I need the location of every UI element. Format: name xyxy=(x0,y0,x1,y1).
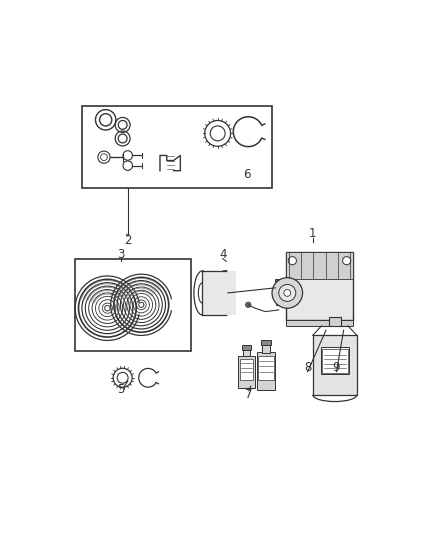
Text: 7: 7 xyxy=(245,388,253,401)
Bar xyxy=(322,349,348,373)
Text: 1: 1 xyxy=(309,227,317,240)
Bar xyxy=(240,359,253,380)
Circle shape xyxy=(272,278,303,308)
Bar xyxy=(313,335,357,395)
Bar xyxy=(286,252,353,320)
Ellipse shape xyxy=(214,271,235,315)
Bar xyxy=(276,279,286,289)
Bar xyxy=(276,296,286,305)
Bar xyxy=(261,345,270,353)
Bar xyxy=(258,356,273,381)
Bar xyxy=(243,349,250,357)
Bar xyxy=(238,356,254,388)
Bar xyxy=(257,352,275,390)
Text: 3: 3 xyxy=(117,248,125,261)
Text: 6: 6 xyxy=(243,167,250,181)
Bar xyxy=(276,280,286,289)
Circle shape xyxy=(343,256,351,265)
Bar xyxy=(321,347,349,374)
Bar xyxy=(242,345,251,350)
Circle shape xyxy=(288,256,297,265)
Circle shape xyxy=(246,302,251,308)
Circle shape xyxy=(284,289,291,296)
Bar xyxy=(75,259,191,351)
Ellipse shape xyxy=(219,282,230,303)
Bar xyxy=(202,271,236,315)
Bar xyxy=(261,341,271,345)
Bar xyxy=(286,320,353,326)
Bar xyxy=(328,317,341,326)
Text: 9: 9 xyxy=(333,361,340,374)
Bar xyxy=(82,106,272,188)
Text: 2: 2 xyxy=(124,234,131,247)
Text: 8: 8 xyxy=(304,361,311,374)
Text: 4: 4 xyxy=(219,248,226,261)
Bar xyxy=(286,252,353,279)
Circle shape xyxy=(279,285,296,302)
Text: 5: 5 xyxy=(117,383,125,396)
